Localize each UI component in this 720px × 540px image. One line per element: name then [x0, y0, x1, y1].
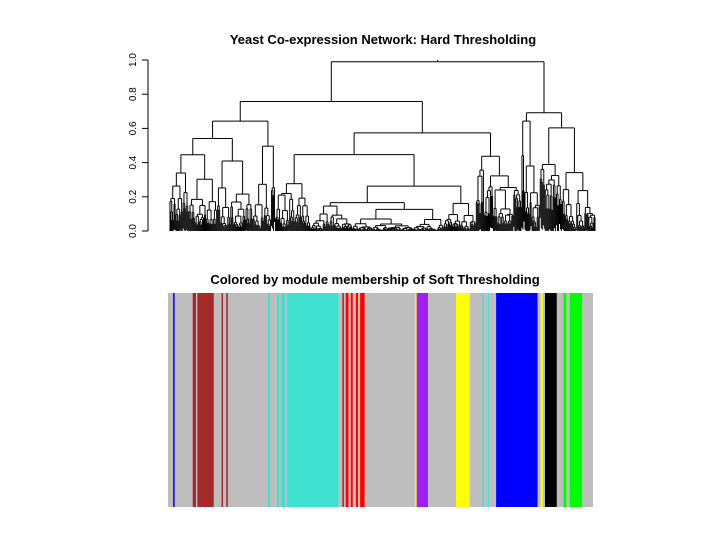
module-segment-turquoise	[281, 293, 286, 507]
module-segment-grey	[542, 293, 545, 507]
module-segment-grey	[348, 293, 351, 507]
module-segment-grey	[428, 293, 457, 507]
y-tick-label: 0.8	[128, 87, 139, 101]
module-segment-turquoise	[276, 293, 280, 507]
module-segment-turquoise	[267, 293, 271, 507]
module-segment-blue	[173, 293, 175, 507]
module-segment-grey	[174, 293, 193, 507]
module-segment-brown	[226, 293, 228, 507]
module-segment-grey	[279, 293, 282, 507]
module-segment-grey	[489, 293, 497, 507]
module-segment-blue	[496, 293, 538, 507]
module-segment-grey	[469, 293, 483, 507]
module-segment-brown	[342, 293, 344, 507]
module-segment-grey	[227, 293, 268, 507]
module-segment-grey	[168, 293, 174, 507]
module-segment-grey	[196, 293, 198, 507]
module-segment-grey	[352, 293, 356, 507]
y-tick-label: 0.4	[128, 155, 139, 169]
color-bar-segments	[168, 293, 594, 507]
module-segment-grey	[537, 293, 541, 507]
module-segment-yellow	[456, 293, 470, 507]
module-segment-yellow	[415, 293, 417, 507]
module-segment-grey	[213, 293, 222, 507]
y-tick-label: 1.0	[128, 53, 139, 67]
module-segment-green	[569, 293, 583, 507]
module-segment-red	[360, 293, 365, 507]
module-segment-grey	[343, 293, 346, 507]
y-tick-label: 0.6	[128, 121, 139, 135]
module-segment-turquoise	[487, 293, 490, 507]
dendrogram-panel: Yeast Co-expression Network: Hard Thresh…	[128, 32, 596, 238]
dendrogram-tree	[169, 60, 596, 231]
module-segment-grey	[270, 293, 277, 507]
module-segment-brown	[192, 293, 197, 507]
module-segment-brown	[221, 293, 224, 507]
dendrogram-title: Yeast Co-expression Network: Hard Thresh…	[230, 32, 536, 47]
module-segment-red	[355, 293, 358, 507]
module-segment-grey	[566, 293, 570, 507]
color-bar-title: Colored by module membership of Soft Thr…	[210, 272, 539, 287]
module-segment-purple	[416, 293, 429, 507]
y-tick-label: 0.0	[128, 224, 139, 238]
color-bar-panel: Colored by module membership of Soft Thr…	[168, 272, 594, 507]
module-segment-red	[345, 293, 349, 507]
module-segment-green	[563, 293, 567, 507]
module-segment-grey	[338, 293, 343, 507]
module-segment-brown	[197, 293, 214, 507]
module-segment-grey	[223, 293, 227, 507]
module-segment-grey	[484, 293, 488, 507]
module-segment-red	[350, 293, 353, 507]
y-axis-ticks: 0.0 0.2 0.4 0.6 0.8 1.0	[128, 53, 148, 238]
module-segment-turquoise	[482, 293, 485, 507]
module-segment-yellow	[540, 293, 543, 507]
module-segment-turquoise	[287, 293, 339, 507]
module-segment-grey	[556, 293, 564, 507]
module-segment-black	[544, 293, 557, 507]
y-tick-label: 0.2	[128, 189, 139, 203]
module-segment-grey	[364, 293, 416, 507]
module-segment-grey	[582, 293, 594, 507]
module-segment-grey	[285, 293, 288, 507]
module-segment-grey	[357, 293, 361, 507]
